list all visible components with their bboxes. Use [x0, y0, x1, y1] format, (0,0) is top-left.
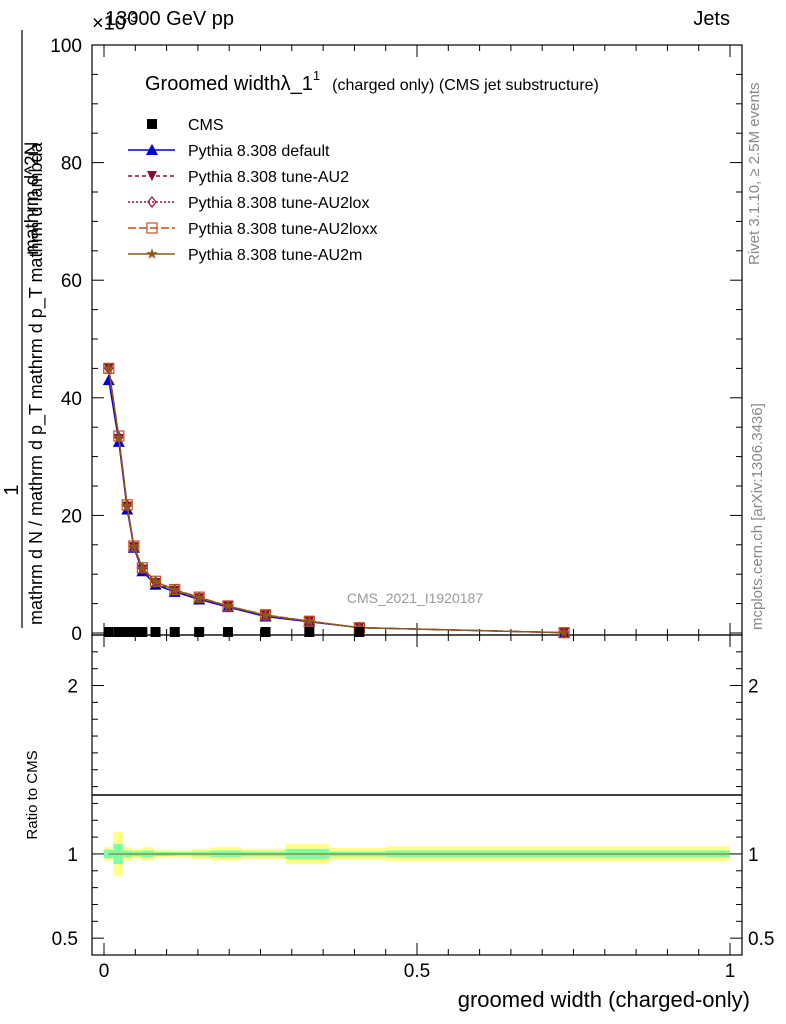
legend-marker — [147, 119, 157, 129]
cms-points — [103, 627, 365, 637]
cms-point — [150, 627, 161, 637]
ylabel-numerator: 1 — [1, 484, 23, 495]
cms-point — [169, 627, 180, 637]
series-point — [259, 609, 272, 621]
ratio-axis-ticks: 0.5 0.5 1 1 2 2 — [52, 651, 774, 950]
series-point — [149, 575, 162, 587]
legend-marker — [146, 222, 158, 234]
legend-marker — [146, 248, 158, 259]
y-tick-label: 40 — [61, 389, 82, 410]
title-rest: (charged only) (CMS jet substructure) — [332, 77, 599, 94]
y-tick-label: 80 — [61, 154, 82, 175]
series-point — [136, 562, 149, 574]
cms-point — [194, 627, 205, 637]
ratio-band-inner — [104, 849, 114, 859]
main-title: Groomed widthλ_11 (charged only) (CMS jet… — [145, 68, 599, 95]
series-point — [128, 540, 140, 552]
series-point — [113, 431, 125, 443]
energy-label: 13000 GeV pp — [105, 8, 234, 30]
ratio-tick-label: 1 — [67, 845, 78, 866]
series-lines — [102, 362, 730, 855]
cms-point — [304, 627, 315, 637]
y-axis-label-ratio: Ratio to CMS — [24, 750, 41, 839]
x-tick-label: 1 — [725, 961, 736, 982]
main-axis-ticks: 0 20 40 60 80 100 0 0.5 1 — [50, 36, 742, 982]
series-point — [102, 374, 115, 386]
legend-label: Pythia 8.308 default — [188, 143, 330, 160]
x-tick-label: 0 — [99, 961, 110, 982]
legend-label: Pythia 8.308 tune-AU2loxx — [188, 221, 377, 238]
ratio-tick-label-right: 2 — [748, 677, 759, 698]
series-point — [303, 615, 315, 627]
title-lambda: λ_1 — [281, 73, 313, 95]
y-axis-label-main: mathrm d^2N 1 mathrm d N / mathrm d p_T … — [1, 30, 47, 628]
y-tick-label: 60 — [61, 271, 82, 292]
legend-marker — [147, 171, 157, 181]
legend-label: Pythia 8.308 tune-AU2lox — [188, 195, 369, 212]
series-point — [558, 626, 570, 638]
series-point — [103, 362, 115, 374]
cms-point — [122, 627, 133, 637]
ratio-tick-label: 2 — [67, 677, 78, 698]
y-tick-label: 0 — [71, 624, 82, 645]
ratio-tick-label-right: 0.5 — [748, 929, 774, 950]
ylabel-rhs: mathrm d^2N — [22, 142, 43, 255]
legend-label: Pythia 8.308 tune-AU2m — [188, 247, 362, 264]
legend-marker — [147, 196, 157, 208]
title-superscript: 1 — [313, 68, 320, 83]
x-axis-label: groomed width (charged-only) — [458, 987, 750, 1012]
legend-marker — [146, 144, 158, 155]
cms-point — [260, 627, 271, 637]
x-tick-label: 0.5 — [404, 961, 430, 982]
title-text: Groomed width — [145, 73, 281, 95]
series-point — [193, 591, 205, 603]
cms-point — [137, 627, 148, 637]
cms-point — [128, 627, 139, 637]
y-tick-label: 20 — [61, 506, 82, 527]
series-point — [222, 600, 234, 611]
legend: CMS Pythia 8.308 default Pythia 8.308 tune… — [128, 117, 377, 264]
cms-point — [354, 627, 365, 637]
svg-text:Groomed widthλ_11(charged only: Groomed widthλ_11 (charged only) (CMS jet… — [145, 68, 599, 95]
watermark: CMS_2021_I1920187 — [347, 590, 483, 606]
channel-label: Jets — [693, 8, 730, 30]
legend-label: Pythia 8.308 tune-AU2 — [188, 169, 349, 186]
cms-point — [222, 627, 233, 637]
ylabel-denominator: mathrm d N / mathrm d p_T mathrm d p_T m… — [26, 142, 47, 625]
cms-point — [113, 627, 124, 637]
legend-label: CMS — [188, 117, 224, 134]
ratio-tick-label: 0.5 — [52, 929, 78, 950]
exponent-label: ×10-3 — [92, 10, 138, 35]
series-point — [169, 584, 181, 595]
series-point — [121, 500, 133, 511]
ratio-tick-label-right: 1 — [748, 845, 759, 866]
y-tick-label: 100 — [50, 36, 82, 57]
cms-point — [103, 627, 114, 637]
